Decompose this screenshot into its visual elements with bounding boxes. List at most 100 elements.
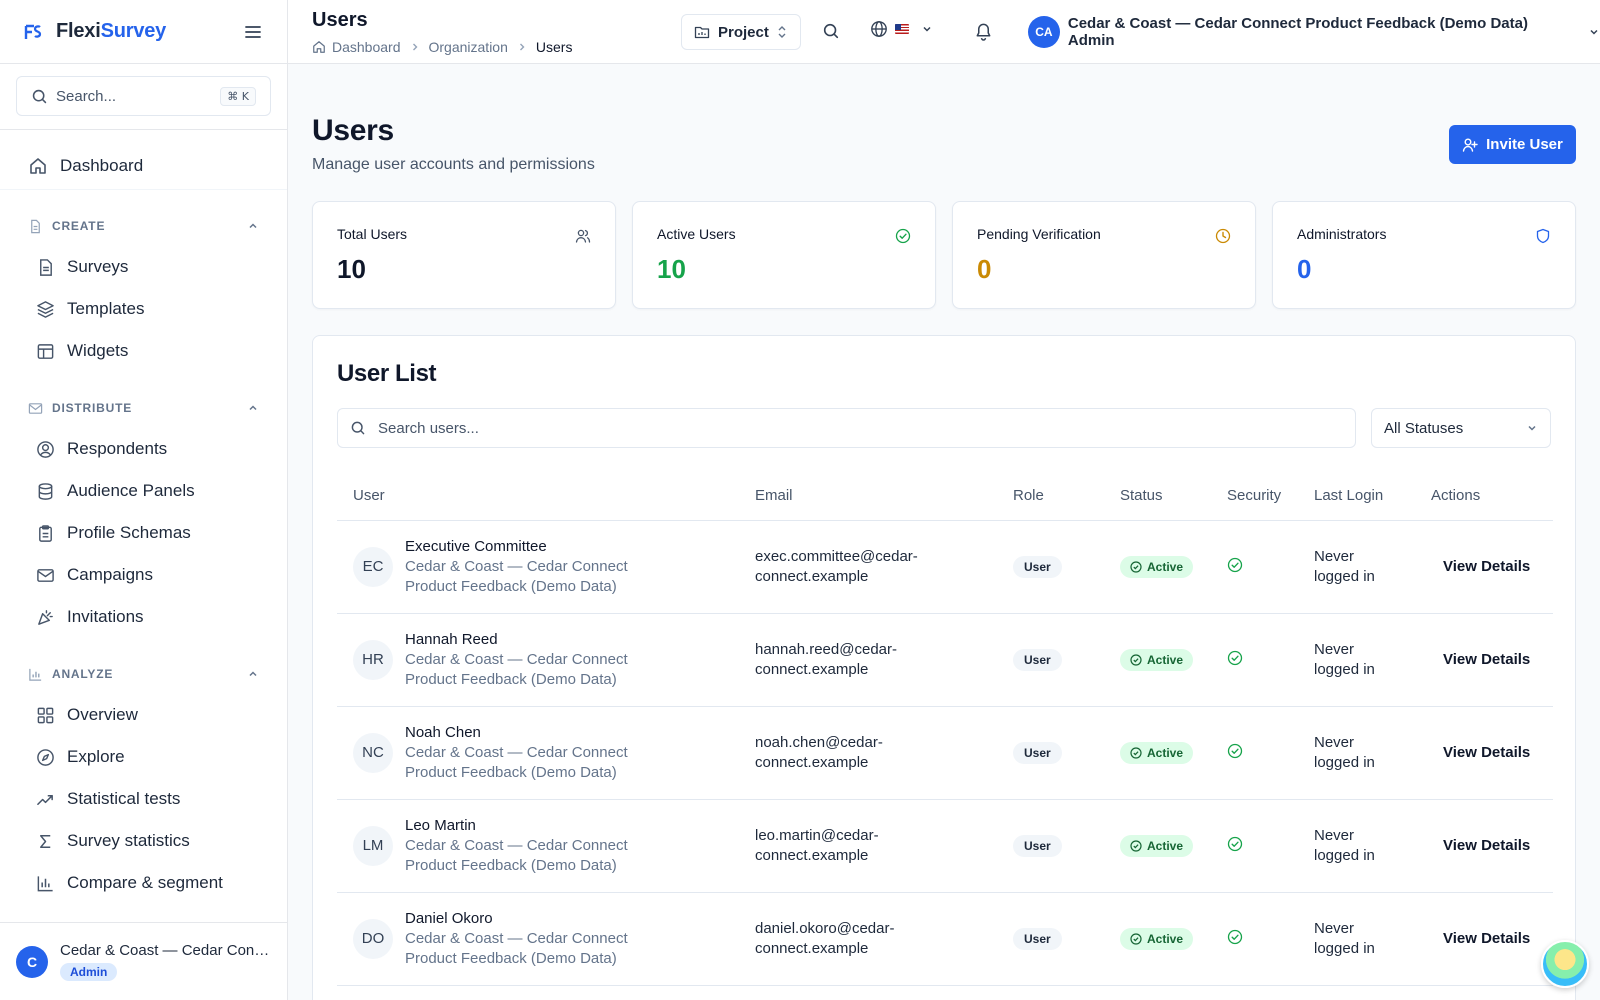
section-analyze-header[interactable]: ANALYZE (0, 654, 287, 694)
breadcrumb-dashboard[interactable]: Dashboard (332, 39, 401, 55)
sidebar-item-label: Widgets (67, 341, 129, 360)
cell-security (1211, 799, 1298, 893)
cell-actions: View Details (1415, 520, 1553, 614)
user-info: Hannah Reed Cedar & Coast — Cedar Connect… (405, 630, 680, 690)
sidebar-item-label: Statistical tests (67, 789, 181, 808)
user-search-input[interactable]: Search users... (337, 408, 1356, 448)
chevron-right-icon (519, 43, 525, 51)
user-name: Leo Martin (405, 816, 476, 834)
sidebar-item-respondents[interactable]: Respondents (0, 428, 287, 470)
sidebar-item-dashboard[interactable]: Dashboard (0, 142, 287, 190)
column-header-user[interactable]: User (337, 472, 739, 521)
sidebar-item-explore[interactable]: Explore (0, 736, 287, 778)
breadcrumb-organization[interactable]: Organization (428, 39, 508, 55)
view-details-button[interactable]: View Details (1443, 651, 1531, 668)
section-title: ANALYZE (52, 667, 114, 681)
sidebar-item-profile-schemas[interactable]: Profile Schemas (0, 512, 287, 554)
sidebar-item-invitations[interactable]: Invitations (0, 596, 287, 638)
cell-security (1211, 613, 1298, 707)
bell-icon[interactable] (974, 21, 993, 41)
user-cell: HR Hannah Reed Cedar & Coast — Cedar Conne… (353, 630, 723, 690)
layout-icon (37, 343, 54, 359)
sidebar-item-overview[interactable]: Overview (0, 694, 287, 736)
sidebar-item-label: Compare & segment (67, 873, 223, 892)
support-chat-avatar[interactable] (1541, 940, 1589, 988)
project-selector[interactable]: Project (681, 14, 801, 50)
brand-name[interactable]: FlexiSurvey (56, 20, 167, 42)
view-details-button[interactable]: View Details (1443, 837, 1531, 854)
check-circle-icon (1130, 932, 1142, 945)
grid-icon (37, 707, 54, 723)
column-header-status[interactable]: Status (1104, 472, 1211, 521)
section-distribute-header[interactable]: DISTRIBUTE (0, 388, 287, 428)
view-details-button[interactable]: View Details (1443, 558, 1531, 575)
sidebar: FlexiSurvey Search... ⌘ K Dashboard CREA… (0, 0, 288, 1000)
section-create-header[interactable]: CREATE (0, 206, 287, 246)
column-header-email[interactable]: Email (739, 472, 997, 521)
search-shortcut-badge: ⌘ K (220, 86, 256, 106)
column-header-security[interactable]: Security (1211, 472, 1298, 521)
home-icon (30, 157, 46, 174)
table-row: HR Hannah Reed Cedar & Coast — Cedar Conne… (337, 613, 1553, 707)
user-info: Executive Committee Cedar & Coast — Cedar… (405, 537, 680, 597)
column-header-role[interactable]: Role (997, 472, 1104, 521)
cell-status: Active (1104, 892, 1211, 986)
user-search-placeholder: Search users... (378, 419, 479, 437)
menu-toggle-icon[interactable] (243, 22, 263, 42)
check-circle-icon (895, 228, 911, 244)
column-header-last-login[interactable]: Last Login (1298, 472, 1415, 521)
user-name: Cedar & Coast — Cedar Connect Product Fe… (1067, 15, 1528, 49)
user-email: hannah.reed@cedar-connect.example (755, 640, 897, 678)
chevron-up-icon (249, 671, 257, 677)
user-email: daniel.okoro@cedar-connect.example (755, 919, 895, 957)
avatar: CA (1028, 16, 1060, 48)
status-badge: Active (1120, 648, 1194, 671)
sidebar-item-survey-statistics[interactable]: Survey statistics (0, 820, 287, 862)
sidebar-item-label: Respondents (67, 439, 168, 458)
last-login: Never logged in (1314, 547, 1375, 585)
invite-user-button[interactable]: Invite User (1449, 125, 1576, 164)
sidebar-item-compare-segment[interactable]: Compare & segment (0, 862, 287, 904)
search-icon (351, 421, 365, 435)
cell-security (1211, 892, 1298, 986)
cell-last-login: Never logged in (1298, 706, 1415, 800)
sidebar-item-campaigns[interactable]: Campaigns (0, 554, 287, 596)
avatar: LM (353, 825, 393, 866)
stats-row: Total Users 10 Active Users 10 Pending V… (312, 201, 1576, 309)
status-badge: Active (1120, 927, 1194, 950)
clipboard-icon (39, 524, 52, 542)
role-badge: User (1013, 648, 1062, 671)
sidebar-account[interactable]: C Cedar & Coast — Cedar Connect Product … (0, 922, 287, 1000)
user-info: Noah Chen Cedar & Coast — Cedar Connect P… (405, 723, 680, 783)
trending-up-icon (37, 794, 53, 805)
status-filter-select[interactable]: All Statuses (1371, 408, 1551, 448)
sidebar-item-audience-panels[interactable]: Audience Panels (0, 470, 287, 512)
sidebar-item-widgets[interactable]: Widgets (0, 330, 287, 372)
user-organization: Cedar & Coast — Cedar Connect Product Fe… (405, 836, 628, 874)
top-header: Users Dashboard Organization Users Proje… (288, 0, 1600, 64)
compass-icon (37, 748, 54, 766)
view-details-button[interactable]: View Details (1443, 744, 1531, 761)
sidebar-search-input[interactable]: Search... ⌘ K (16, 76, 271, 116)
stat-label: Pending Verification (977, 226, 1101, 242)
user-menu[interactable]: CA Cedar & Coast — Cedar Connect Product… (1028, 15, 1600, 49)
cell-actions: View Details (1415, 706, 1553, 800)
language-selector[interactable] (870, 20, 933, 38)
sidebar-item-label: Survey statistics (67, 831, 190, 850)
user-list-title: User List (337, 360, 437, 387)
search-icon[interactable] (822, 22, 840, 40)
chevron-up-icon (249, 223, 257, 229)
shield-icon (1536, 228, 1550, 244)
user-organization: Cedar & Coast — Cedar Connect Product Fe… (405, 929, 628, 967)
table-row: EC Executive Committee Cedar & Coast — Ced… (337, 520, 1553, 614)
view-details-button[interactable]: View Details (1443, 930, 1531, 947)
cell-status: Active (1104, 799, 1211, 893)
cell-user: DO Daniel Okoro Cedar & Coast — Cedar Conn… (337, 892, 739, 986)
chevron-down-icon (1590, 29, 1598, 35)
user-cell: NC Noah Chen Cedar & Coast — Cedar Connect… (353, 723, 723, 783)
sidebar-item-statistical-tests[interactable]: Statistical tests (0, 778, 287, 820)
layers-icon (37, 300, 54, 318)
cell-role: User (997, 613, 1104, 707)
sidebar-item-surveys[interactable]: Surveys (0, 246, 287, 288)
sidebar-item-templates[interactable]: Templates (0, 288, 287, 330)
